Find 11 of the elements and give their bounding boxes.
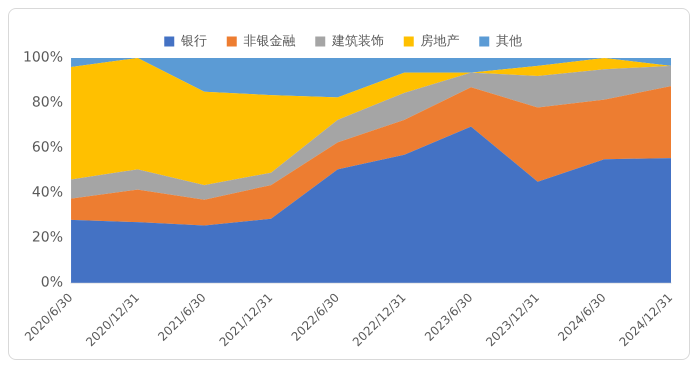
legend-label: 建筑装饰 [330,34,384,49]
legend-label: 银行 [180,34,207,49]
y-tick-label: 20% [32,230,64,246]
legend-label: 其他 [496,34,522,49]
y-tick-label: 40% [32,184,64,201]
y-tick-label: 0% [40,274,64,291]
legend-label: 房地产 [420,32,460,49]
y-tick-label: 80% [32,94,64,111]
y-tick-label: 100% [22,50,64,66]
legend-label: 非银金融 [243,34,296,49]
y-tick-label: 60% [32,140,64,156]
